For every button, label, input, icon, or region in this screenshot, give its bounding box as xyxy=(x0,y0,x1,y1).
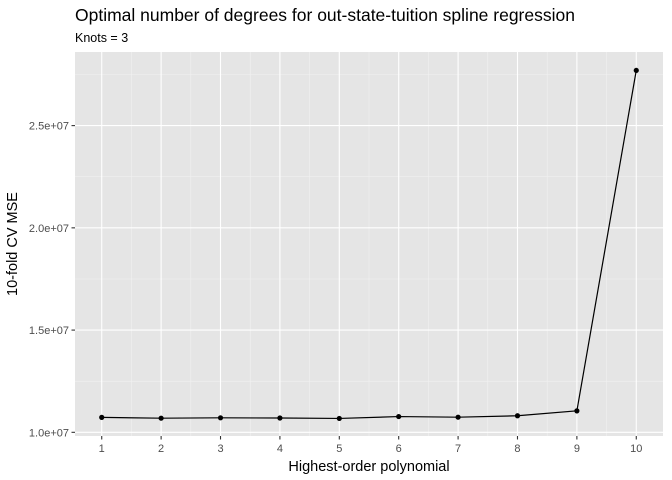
y-tick-label: 1.0e+07 xyxy=(29,427,69,439)
major-gridlines xyxy=(75,52,663,436)
x-tick-label: 10 xyxy=(630,443,642,455)
x-tick-label: 4 xyxy=(277,443,283,455)
chart-title: Optimal number of degrees for out-state-… xyxy=(75,5,575,25)
data-point xyxy=(633,67,639,74)
x-tick-label: 2 xyxy=(158,443,164,455)
x-tick-label: 8 xyxy=(514,443,520,455)
data-point xyxy=(514,413,521,419)
data-point xyxy=(99,414,105,420)
y-tick-label: 2.0e+07 xyxy=(29,223,69,235)
x-tick-label: 5 xyxy=(336,443,342,455)
x-tick-label: 9 xyxy=(574,443,580,455)
data-point xyxy=(158,415,164,421)
data-point xyxy=(396,413,402,420)
x-tick-label: 6 xyxy=(396,443,402,455)
y-tick-label: 2.5e+07 xyxy=(29,121,69,133)
tick-labels: 1 2 3 4 5 6 7 8 9 10 1.0e+07 1.5e+07 2.0e+07 2.5e+07 xyxy=(29,121,642,455)
x-tick-label: 7 xyxy=(455,443,461,455)
series-line xyxy=(101,70,637,420)
x-tick-label: 3 xyxy=(217,443,223,455)
chart-subtitle: Knots = 3 xyxy=(75,31,128,45)
data-point xyxy=(217,415,224,421)
data-point xyxy=(277,415,283,421)
x-tick-label: 1 xyxy=(99,443,105,455)
y-axis-title: 10-fold CV MSE xyxy=(5,192,21,296)
data-point xyxy=(336,415,342,422)
series-points xyxy=(99,67,639,422)
data-point xyxy=(574,408,580,414)
x-axis-title: Highest-order polynomial xyxy=(288,459,449,475)
axis-ticks xyxy=(71,125,637,440)
y-tick-label: 1.5e+07 xyxy=(29,325,69,337)
minor-gridlines xyxy=(75,52,663,436)
data-point xyxy=(455,414,461,420)
